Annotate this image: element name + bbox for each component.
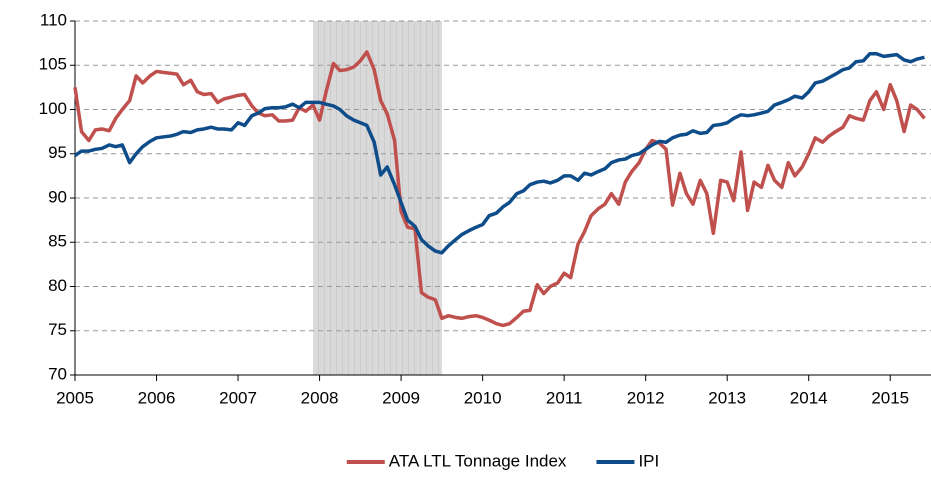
legend-label: ATA LTL Tonnage Index <box>389 451 567 470</box>
y-tick-label: 75 <box>48 320 67 339</box>
y-tick-label: 85 <box>48 232 67 251</box>
x-tick-label: 2014 <box>790 388 828 407</box>
legend-label: IPI <box>638 451 659 470</box>
y-tick-label: 70 <box>48 364 67 383</box>
y-tick-label: 100 <box>39 99 67 118</box>
x-tick-label: 2012 <box>627 388 665 407</box>
y-tick-label: 80 <box>48 276 67 295</box>
x-tick-label: 2005 <box>56 388 94 407</box>
y-tick-label: 105 <box>39 55 67 74</box>
y-tick-label: 95 <box>48 143 67 162</box>
x-tick-label: 2009 <box>382 388 420 407</box>
y-tick-label: 110 <box>40 10 67 29</box>
x-tick-label: 2011 <box>546 388 583 407</box>
series-line <box>73 50 926 328</box>
x-tick-label: 2006 <box>138 388 176 407</box>
x-tick-label: 2013 <box>708 388 746 407</box>
y-tick-label: 90 <box>48 187 67 206</box>
x-tick-label: 2007 <box>219 388 257 407</box>
series-line <box>74 51 925 255</box>
x-tick-label: 2010 <box>464 388 502 407</box>
x-tick-label: 2015 <box>871 388 909 407</box>
x-tick-label: 2008 <box>301 388 339 407</box>
